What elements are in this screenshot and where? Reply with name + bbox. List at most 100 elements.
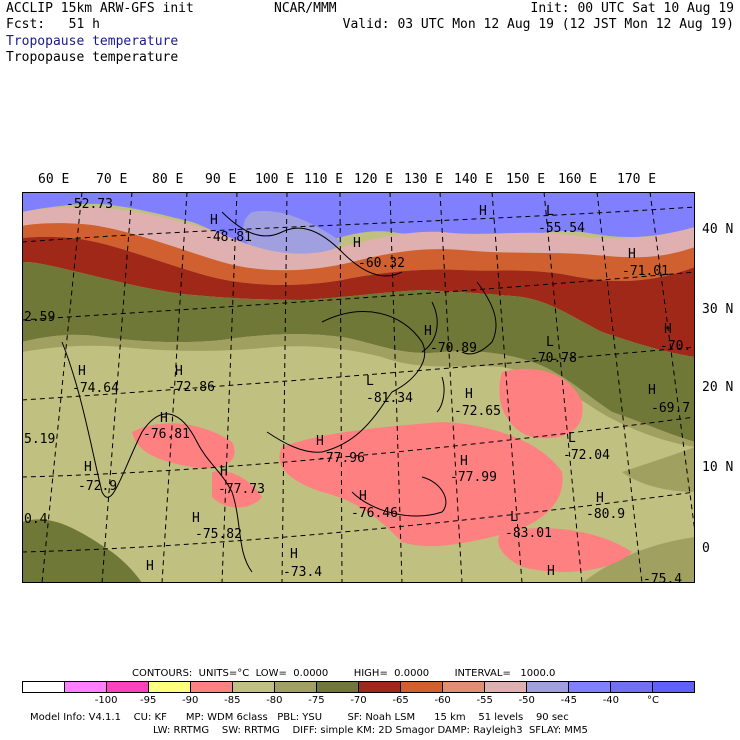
map-value: -76.46 (351, 506, 398, 521)
shade-band (22, 236, 695, 357)
high-marker: H (648, 383, 656, 398)
model-info: Model Info: V4.1.1 CU: KF MP: WDM 6class… (30, 712, 569, 723)
color-scale-label: -50 (518, 695, 535, 706)
color-scale-label: -75 (308, 695, 325, 706)
color-scale-swatch (191, 682, 233, 692)
high-marker: H (210, 213, 218, 228)
map-value: -81.34 (366, 391, 413, 406)
low-marker: L (366, 374, 374, 389)
map-value: -74.64 (72, 381, 119, 396)
lon-label: 80 E (152, 172, 184, 187)
map-value: -80.9 (586, 507, 626, 522)
color-scale-swatch (401, 682, 443, 692)
lat-label: 30 N (702, 302, 734, 317)
shade-region (132, 423, 235, 469)
high-marker: H (316, 434, 324, 449)
color-scale-swatch (275, 682, 317, 692)
shade-band (243, 211, 342, 262)
map-value: -69.7 (651, 401, 691, 416)
color-scale-swatch (23, 682, 65, 692)
high-marker: H (596, 491, 604, 506)
high-marker: H (146, 559, 154, 574)
high-marker: H (192, 511, 200, 526)
map-value: -55.54 (538, 221, 585, 236)
high-marker: L (568, 431, 576, 446)
shade-band (22, 192, 695, 253)
color-scale-label: -85 (224, 695, 241, 706)
high-marker: H (84, 460, 92, 475)
lon-label: 100 E (255, 172, 295, 187)
field-title-contour: Tropopause temperature (6, 34, 179, 49)
lon-label: 140 E (454, 172, 494, 187)
run-title: ACCLIP 15km ARW-GFS init (6, 1, 194, 16)
color-scale-label: -40 (602, 695, 620, 706)
low-marker: L (510, 510, 518, 525)
color-scale-swatch (611, 682, 653, 692)
high-marker: H (78, 364, 86, 379)
color-scale-bar (22, 681, 695, 693)
high-marker: H (479, 204, 487, 219)
color-scale-label: -65 (392, 695, 409, 706)
color-scale-swatch (107, 682, 149, 692)
lat-label: 40 N (702, 222, 734, 237)
high-marker: H (628, 247, 636, 262)
high-marker: H (460, 454, 468, 469)
color-scale-label: -55 (476, 695, 493, 706)
map-value: -75.82 (195, 527, 242, 542)
high-marker: H (664, 322, 672, 337)
color-scale-swatch (233, 682, 275, 692)
init-time: Init: 00 UTC Sat 10 Aug 19 (530, 1, 735, 16)
map-value: -77.96 (318, 451, 365, 466)
color-scale-swatch (149, 682, 191, 692)
map-value: -52.73 (66, 197, 113, 212)
shade-region (279, 422, 563, 547)
color-scale-swatch (65, 682, 107, 692)
color-scale-swatch (443, 682, 485, 692)
shade-band (22, 334, 695, 447)
map-value: -48.81 (205, 230, 252, 245)
org-label: NCAR/MMM (274, 1, 337, 16)
lon-label: 70 E (96, 172, 128, 187)
high-marker: H (175, 364, 183, 379)
lon-label: 110 E (304, 172, 344, 187)
color-scale-label: -100 (94, 695, 118, 706)
color-scale-label: -70 (350, 695, 367, 706)
lat-label: 10 N (702, 460, 734, 475)
forecast-hour: Fcst: 51 h (6, 17, 100, 32)
map-border (22, 192, 695, 583)
map-value: 5.19 (24, 432, 56, 447)
contour-info: CONTOURS: UNITS=°C LOW= 0.0000 HIGH= 0.0… (132, 668, 556, 679)
color-scale-label: -80 (266, 695, 283, 706)
map-value: -73.4 (283, 565, 323, 580)
lon-label: 90 E (205, 172, 237, 187)
map-value: -75.4 (643, 572, 683, 587)
map-value: 0.4 (24, 512, 48, 527)
high-marker: H (290, 547, 298, 562)
shade-band (22, 223, 695, 285)
map-value: -72.04 (563, 448, 610, 463)
low-marker: L (546, 335, 554, 350)
color-scale-label: -90 (182, 695, 199, 706)
map-value: -77.99 (450, 470, 497, 485)
lon-label: 130 E (404, 172, 444, 187)
color-scale-swatch (569, 682, 611, 692)
high-marker: H (547, 564, 555, 579)
lon-label: 160 E (558, 172, 598, 187)
map-value: -72.65 (454, 404, 501, 419)
color-scale-swatch (485, 682, 527, 692)
valid-time: Valid: 03 UTC Mon 12 Aug 19 (12 JST Mon … (342, 17, 734, 32)
color-scale-swatch (317, 682, 359, 692)
color-scale-label: -60 (434, 695, 451, 706)
physics-info: LW: RRTMG SW: RRTMG DIFF: simple KM: 2D … (153, 725, 588, 736)
map-value: -70. (660, 339, 692, 354)
map-value: -83.01 (505, 526, 552, 541)
lon-label: 170 E (617, 172, 657, 187)
shade-band (22, 262, 695, 442)
shade-band (622, 447, 695, 492)
lat-label: 20 N (702, 380, 734, 395)
shade-band (22, 206, 695, 271)
graticule (22, 192, 695, 583)
high-marker: H (359, 489, 367, 504)
map-value: -71.01 (622, 264, 669, 279)
lon-label: 120 E (354, 172, 394, 187)
